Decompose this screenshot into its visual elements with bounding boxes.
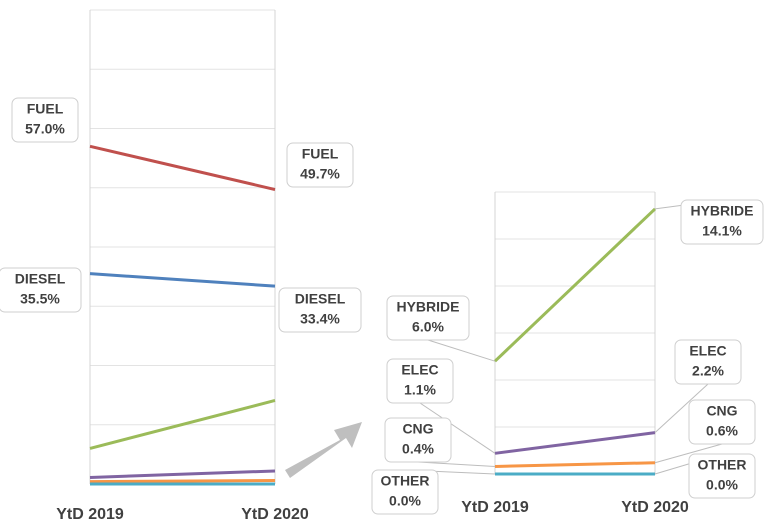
series-name: FUEL (302, 146, 339, 162)
data-label: 0.0% (389, 493, 421, 509)
label-box (688, 453, 756, 499)
series-line (89, 478, 276, 484)
label-box (286, 142, 354, 188)
label-box (688, 399, 756, 445)
leader-line (427, 339, 496, 362)
x-tick-label: YtD 2019 (461, 499, 529, 516)
data-label: 0.4% (402, 441, 434, 457)
series-name: HYBRIDE (690, 203, 753, 219)
zoom-arrow (285, 422, 362, 478)
series-line (89, 469, 276, 479)
series-line (493, 207, 657, 363)
data-label: 1.1% (404, 382, 436, 398)
label-box (371, 469, 439, 515)
x-tick-label: YtD 2019 (56, 506, 124, 523)
label-box (386, 295, 470, 341)
series-name: ELEC (689, 343, 726, 359)
data-label: 57.0% (25, 121, 65, 137)
label-box (0, 267, 82, 313)
data-label: 0.0% (706, 477, 738, 493)
x-tick-label: YtD 2020 (621, 499, 689, 516)
data-label: 35.5% (20, 291, 60, 307)
data-label: 0.6% (706, 423, 738, 439)
series-line (494, 431, 656, 455)
data-label: 6.0% (412, 319, 444, 335)
series-name: DIESEL (15, 271, 66, 287)
data-label: 14.1% (702, 223, 742, 239)
data-label: 2.2% (692, 363, 724, 379)
data-label: 33.4% (300, 311, 340, 327)
leader-line (654, 443, 723, 464)
series-line (89, 144, 276, 191)
series-name: FUEL (27, 101, 64, 117)
leader-line (417, 461, 496, 467)
series-name: OTHER (698, 457, 747, 473)
label-box (386, 358, 454, 404)
series-name: CNG (706, 403, 737, 419)
series-name: ELEC (401, 362, 438, 378)
series-line (494, 461, 656, 468)
data-label: 49.7% (300, 166, 340, 182)
label-box (278, 287, 362, 333)
series-name: CNG (402, 421, 433, 437)
series-name: OTHER (381, 473, 430, 489)
series-name: DIESEL (295, 291, 346, 307)
leader-line (419, 402, 496, 454)
series-name: HYBRIDE (396, 299, 459, 315)
label-box (680, 199, 764, 245)
series-line (89, 272, 276, 288)
x-tick-label: YtD 2020 (241, 506, 309, 523)
series-line (89, 399, 276, 450)
label-box (11, 97, 79, 143)
label-box (384, 417, 452, 463)
label-box (674, 339, 742, 385)
leader-line (654, 383, 709, 434)
